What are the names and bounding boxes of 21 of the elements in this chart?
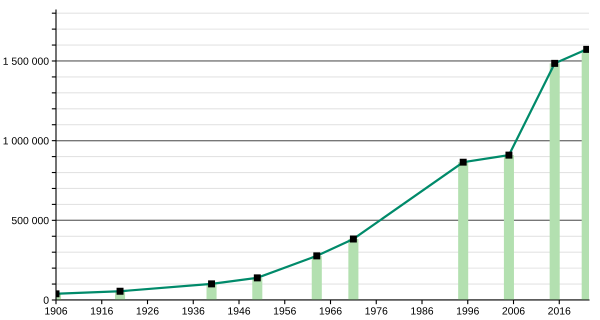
x-tick-label: 2016 [548,307,570,315]
x-tick-label: 1926 [136,307,159,315]
x-tick-label: 1986 [411,307,434,315]
x-tick-label: 1976 [365,307,388,315]
x-tick-label: 1966 [320,307,342,315]
x-tick-label: 1936 [182,307,204,315]
bar [348,238,358,300]
x-tick-label: 1946 [228,307,250,315]
bar [312,256,322,300]
x-tick-label: 2006 [502,307,525,315]
y-tick-label: 0 [44,296,49,304]
y-tick-label: 1 500 000 [4,57,49,65]
x-tick-label: 1916 [90,307,113,315]
y-tick-label: 500 000 [12,216,49,224]
x-tick-label: 1906 [45,307,68,315]
x-tick-label: 1956 [274,307,296,315]
y-tick-label: 1 000 000 [4,137,49,145]
bar [550,63,560,300]
x-tick-label: 1996 [456,307,479,315]
bar [504,155,514,300]
bar [458,162,468,300]
